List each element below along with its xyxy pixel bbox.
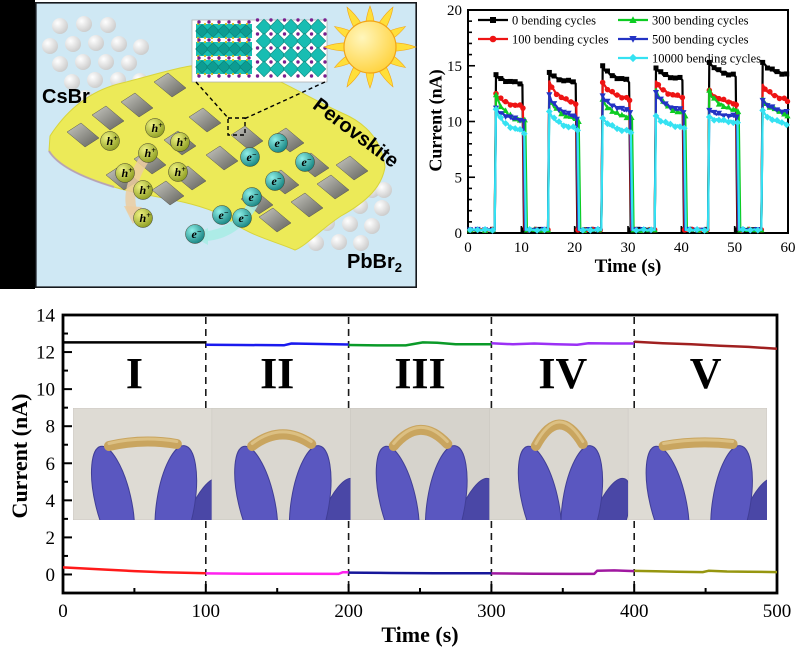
svg-text:0: 0 bbox=[58, 601, 68, 622]
svg-text:h+: h+ bbox=[140, 183, 152, 197]
device-photo-I bbox=[73, 408, 212, 520]
svg-text:h+: h+ bbox=[107, 134, 119, 148]
legend-item-3: 500 bending cycles bbox=[618, 33, 749, 47]
svg-text:12: 12 bbox=[36, 343, 55, 364]
svg-text:4: 4 bbox=[46, 491, 56, 512]
svg-text:100: 100 bbox=[192, 601, 221, 622]
segment-II-bottom bbox=[205, 570, 349, 576]
svg-text:200: 200 bbox=[334, 601, 363, 622]
svg-text:20: 20 bbox=[567, 240, 582, 256]
segment-V-top bbox=[634, 340, 778, 350]
segment-I-bottom bbox=[62, 566, 206, 575]
svg-text:e−: e− bbox=[302, 155, 312, 169]
device-photo-IV bbox=[489, 408, 629, 520]
device-schematic-panel: h+h+h+h+h+h+h+h+e−e−e−e−e−e− e−e−CsBr Pero… bbox=[0, 0, 417, 289]
legend-item-2: 300 bending cycles bbox=[618, 14, 749, 28]
bottom-chart-x-axis-label: Time (s) bbox=[381, 622, 459, 647]
hole-carriers: h+ h+ h+ h+ h+ h+ h+ h+ bbox=[100, 118, 190, 228]
segment-V-bottom bbox=[634, 569, 778, 574]
svg-text:h+: h+ bbox=[175, 165, 187, 179]
segment-IV-top bbox=[491, 341, 635, 346]
svg-text:0: 0 bbox=[46, 565, 56, 586]
svg-text:14: 14 bbox=[36, 306, 56, 327]
numeral-IV: IV bbox=[538, 349, 587, 398]
svg-text:h+: h+ bbox=[122, 166, 134, 180]
svg-text:e−: e− bbox=[247, 150, 257, 164]
legend-item-1: 100 bending cycles bbox=[478, 33, 609, 47]
segment-IV-bottom bbox=[491, 569, 635, 576]
svg-text:20: 20 bbox=[447, 3, 462, 19]
segment-III-top bbox=[348, 341, 492, 347]
top-chart-x-axis-label: Time (s) bbox=[594, 256, 662, 277]
svg-text:e−: e− bbox=[272, 174, 282, 188]
svg-text:2: 2 bbox=[46, 528, 56, 549]
svg-text:400: 400 bbox=[620, 601, 649, 622]
legend-item-4: 10000 bending cycles bbox=[618, 52, 761, 66]
numeral-III: III bbox=[394, 349, 445, 398]
svg-text:0: 0 bbox=[455, 226, 463, 242]
svg-text:10000 bending cycles: 10000 bending cycles bbox=[652, 52, 761, 66]
numeral-I: I bbox=[126, 349, 143, 398]
segment-II-top bbox=[205, 342, 349, 347]
pbbr2-label: PbBr2 bbox=[347, 251, 402, 275]
svg-text:10: 10 bbox=[36, 380, 55, 401]
numeral-II: II bbox=[260, 349, 294, 398]
series-10000-bending-cycles bbox=[466, 105, 791, 234]
svg-text:30: 30 bbox=[621, 240, 636, 256]
numeral-V: V bbox=[690, 349, 722, 398]
svg-text:0 bending cycles: 0 bending cycles bbox=[512, 14, 596, 28]
axes-ticks: 0 100 200 300 400 500 0 2 4 6 8 10 12 14 bbox=[36, 306, 791, 623]
svg-text:6: 6 bbox=[46, 454, 56, 475]
device-photo-III bbox=[350, 408, 490, 520]
svg-text:100 bending cycles: 100 bending cycles bbox=[512, 33, 609, 47]
svg-text:10: 10 bbox=[514, 240, 529, 256]
legend: 0 bending cycles 100 bending cycles 300 be… bbox=[478, 14, 761, 66]
top-chart-y-axis-label: Current (nA) bbox=[425, 69, 446, 172]
svg-text:8: 8 bbox=[46, 417, 56, 438]
svg-text:h+: h+ bbox=[145, 146, 157, 160]
crystal-structure-inset bbox=[191, 18, 328, 136]
svg-text:h+: h+ bbox=[177, 135, 189, 149]
svg-text:h+: h+ bbox=[140, 211, 152, 225]
zoom-target-box bbox=[227, 117, 246, 136]
svg-text:40: 40 bbox=[674, 240, 689, 256]
left-black-bar bbox=[0, 0, 35, 289]
photoresponse-chart: 0 10 20 30 40 50 60 0 5 10 15 20 0 bending cycles 100… bbox=[447, 3, 796, 256]
svg-text:60: 60 bbox=[781, 240, 796, 256]
electron-carriers: e−e−e−e−e−e− e−e− bbox=[185, 133, 315, 244]
region-numerals: I II III IV V bbox=[126, 349, 722, 398]
svg-text:e−: e− bbox=[275, 136, 285, 150]
legend-item-0: 0 bending cycles bbox=[478, 14, 596, 28]
svg-text:10: 10 bbox=[447, 115, 462, 131]
svg-text:5: 5 bbox=[455, 170, 463, 186]
svg-text:15: 15 bbox=[447, 59, 462, 75]
svg-text:h+: h+ bbox=[152, 121, 164, 135]
svg-text:e−: e− bbox=[219, 208, 229, 222]
axes-ticks: 0 10 20 30 40 50 60 0 5 10 15 20 bbox=[447, 3, 796, 256]
svg-text:e−: e− bbox=[239, 211, 249, 225]
segment-III-bottom bbox=[348, 571, 492, 575]
svg-text:e−: e− bbox=[249, 190, 259, 204]
svg-text:500: 500 bbox=[763, 601, 792, 622]
svg-text:50: 50 bbox=[727, 240, 742, 256]
svg-text:e−: e− bbox=[192, 227, 202, 241]
device-photo-V bbox=[628, 408, 768, 520]
sun-icon bbox=[323, 5, 417, 89]
csbr-label: CsBr bbox=[42, 86, 90, 108]
device-photo-II bbox=[211, 408, 351, 520]
bottom-chart-y-axis-label: Current (nA) bbox=[7, 393, 32, 519]
current-traces bbox=[62, 340, 778, 576]
svg-text:500 bending cycles: 500 bending cycles bbox=[652, 33, 749, 47]
svg-text:300 bending cycles: 300 bending cycles bbox=[652, 14, 749, 28]
svg-text:0: 0 bbox=[464, 240, 472, 256]
svg-text:300: 300 bbox=[477, 601, 506, 622]
